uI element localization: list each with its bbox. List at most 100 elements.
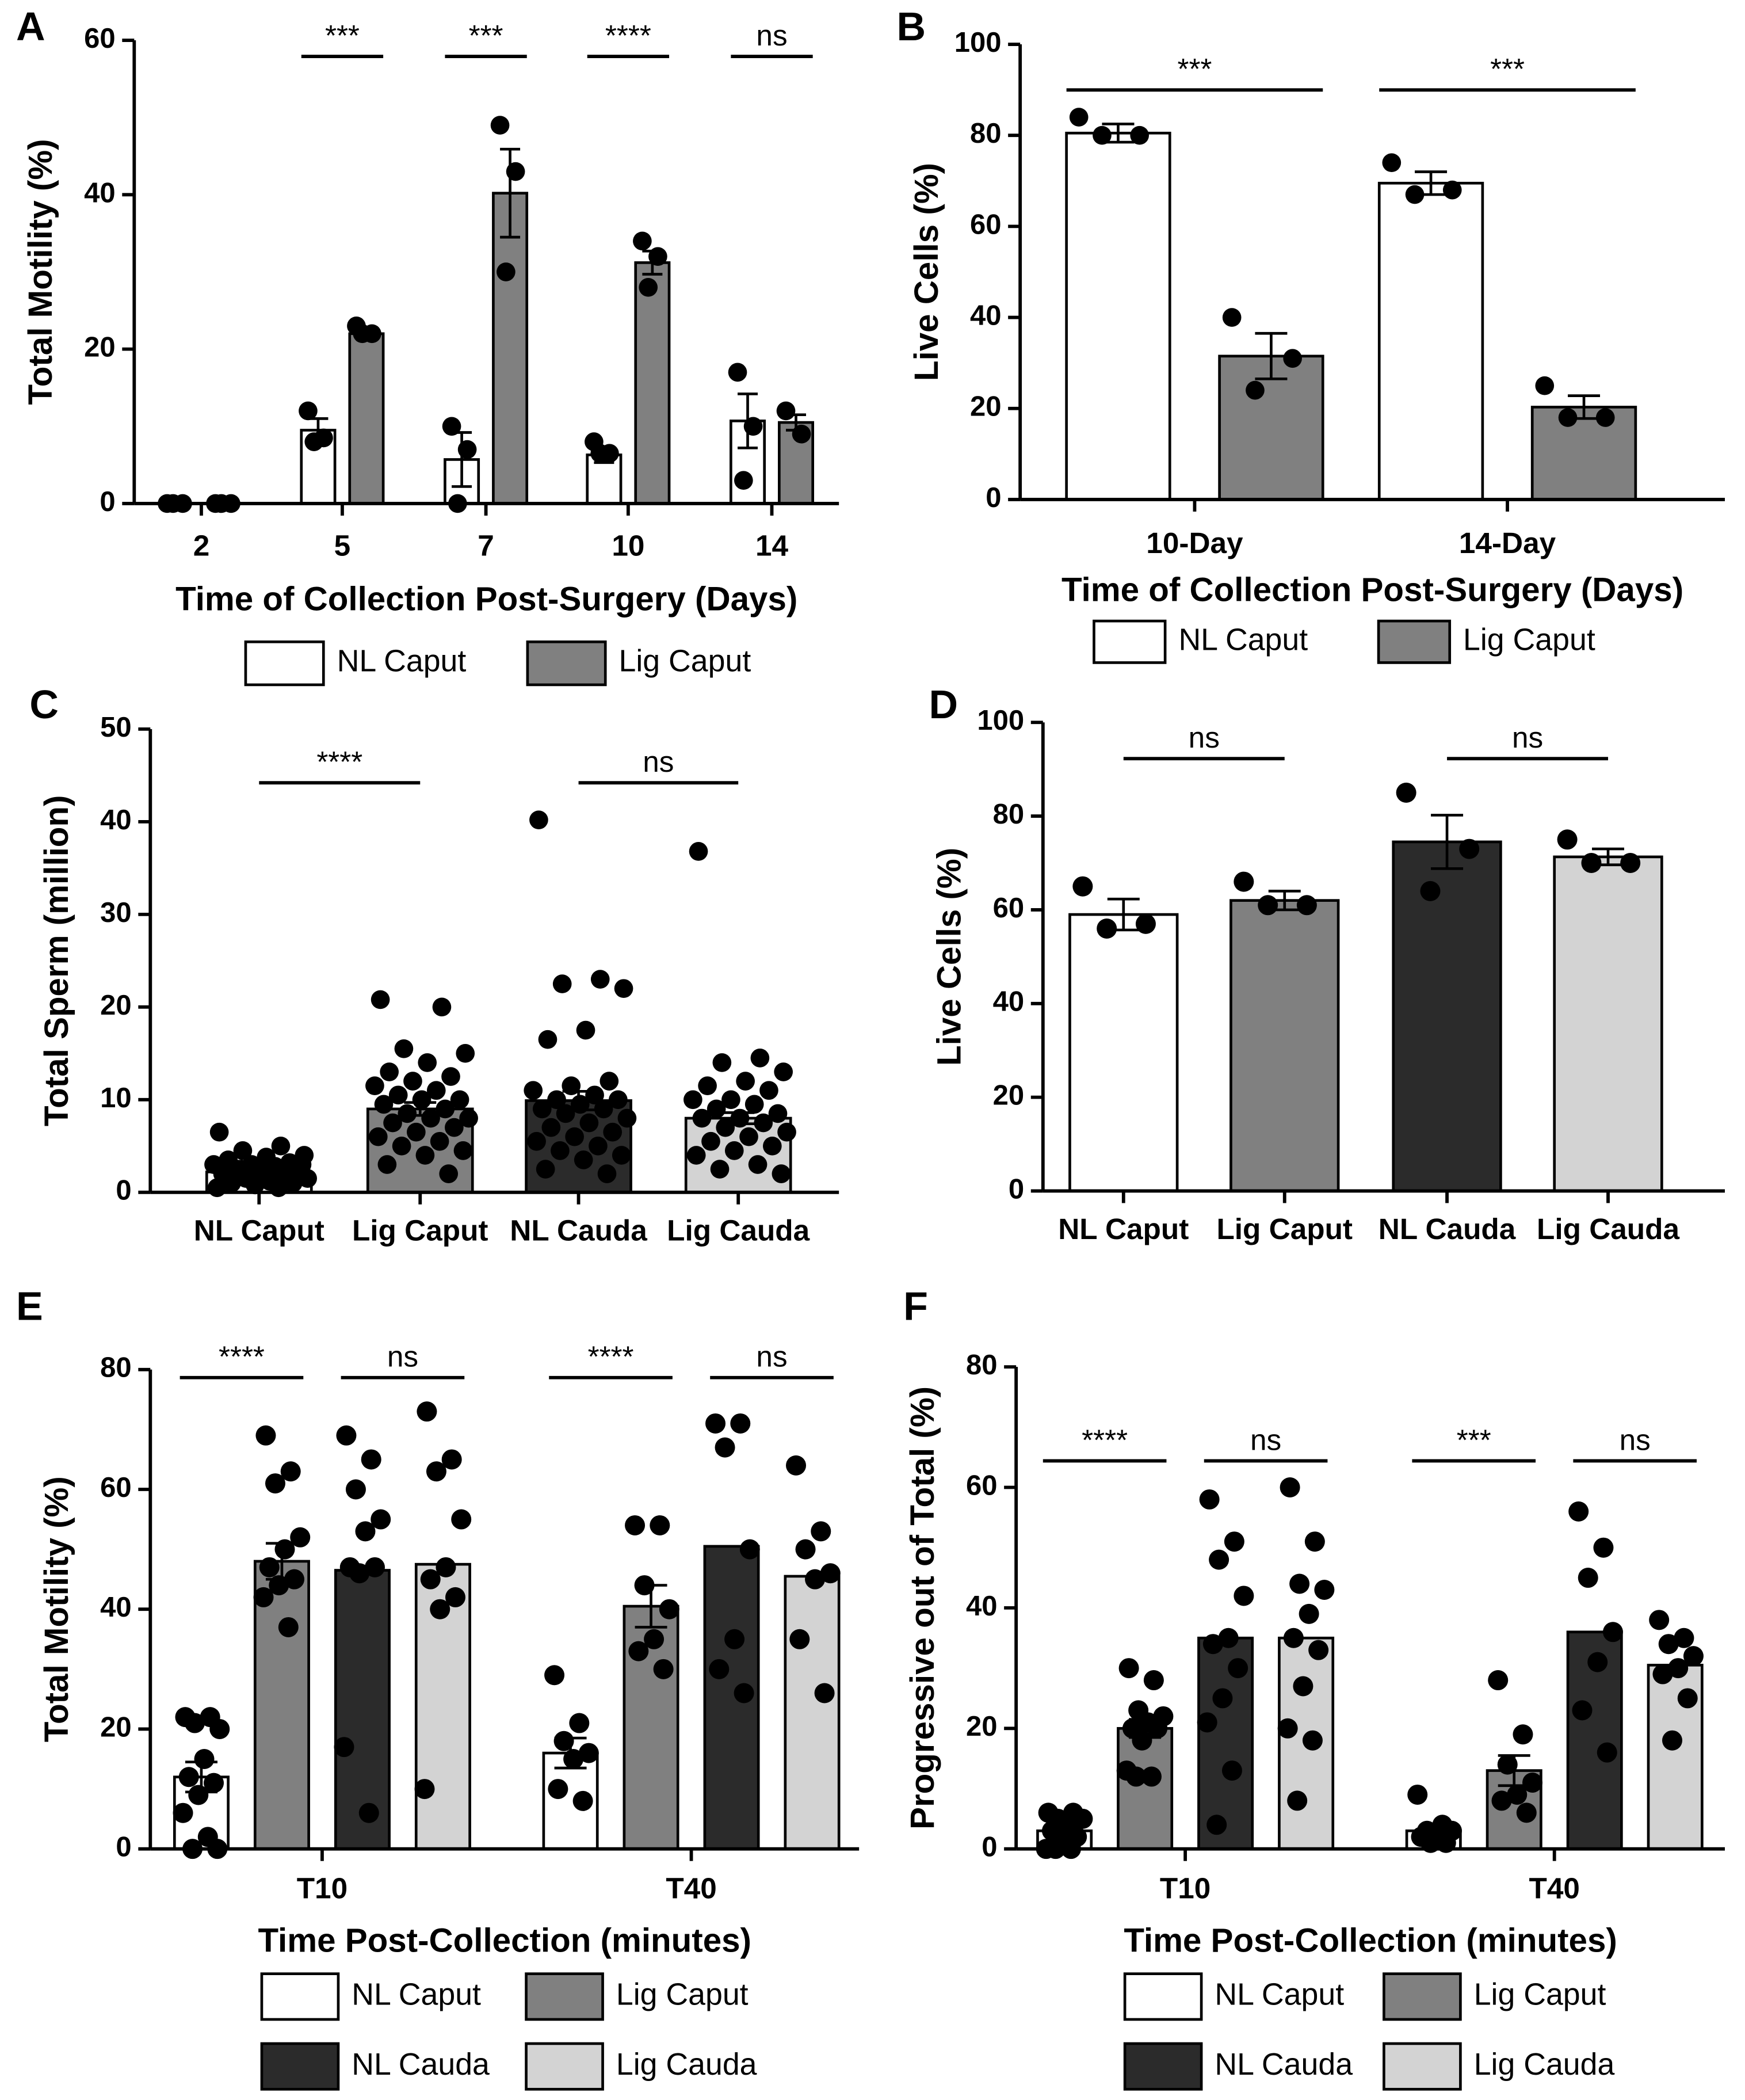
data-point — [1649, 1610, 1670, 1630]
data-point — [1289, 1573, 1310, 1594]
y-tick-label: 60 — [970, 209, 1001, 240]
data-point — [403, 1072, 422, 1091]
data-point — [1658, 1634, 1679, 1655]
data-point — [371, 990, 390, 1009]
legend-label: Lig Cauda — [616, 2047, 757, 2082]
legend-swatch — [260, 1972, 340, 2021]
x-tick-label: 10 — [612, 529, 644, 562]
data-point — [207, 1178, 227, 1198]
data-point — [1093, 125, 1112, 145]
data-point — [1246, 380, 1265, 400]
data-point — [426, 1461, 446, 1482]
data-point — [209, 1122, 229, 1142]
y-tick-label: 40 — [966, 1591, 998, 1622]
data-point — [284, 1569, 305, 1590]
legend-swatch — [526, 640, 607, 687]
data-point — [292, 1155, 312, 1174]
data-point — [541, 1118, 561, 1137]
data-point — [710, 1160, 730, 1179]
data-point — [414, 1779, 435, 1800]
y-tick-label: 40 — [993, 986, 1025, 1017]
data-point — [730, 1108, 750, 1128]
legend-label: NL Caput — [1178, 622, 1308, 657]
y-tick-label: 20 — [966, 1711, 998, 1742]
y-tick-label: 10 — [100, 1083, 132, 1114]
data-point — [614, 979, 633, 998]
panel-0: A 0 20 40 60 Total Motility (%) 2 5 7 10 14 Time of… — [16, 4, 839, 687]
data-point — [336, 1425, 357, 1446]
data-point — [1581, 853, 1602, 874]
data-point — [548, 1779, 568, 1800]
x-tick-label: NL Caput — [1058, 1213, 1189, 1245]
legend-label: NL Caput — [1215, 1977, 1344, 2011]
data-point — [572, 1790, 593, 1811]
data-point — [644, 1629, 665, 1649]
data-point — [1072, 876, 1093, 897]
data-point — [377, 1155, 397, 1174]
x-tick-label: Lig Caput — [1216, 1213, 1353, 1245]
data-point — [562, 1076, 581, 1096]
bar — [634, 261, 671, 505]
y-tick-label: 40 — [970, 300, 1001, 331]
data-point — [653, 1659, 674, 1679]
data-point — [451, 1509, 472, 1530]
data-point — [421, 1108, 440, 1128]
data-point — [1130, 125, 1149, 145]
data-point — [739, 1539, 760, 1560]
data-point — [1522, 1773, 1542, 1793]
legend-swatch — [244, 640, 325, 687]
data-point — [594, 1099, 613, 1119]
x-tick-label: 14-Day — [1459, 527, 1556, 559]
bar — [348, 332, 385, 505]
data-point — [1202, 1634, 1223, 1655]
data-point — [271, 1136, 291, 1156]
data-point — [274, 1539, 295, 1560]
data-point — [231, 1160, 250, 1179]
significance-label: *** — [1457, 1423, 1491, 1456]
significance-label: ns — [1512, 721, 1543, 754]
y-tick-label: 40 — [100, 805, 132, 836]
significance-label: *** — [325, 19, 360, 52]
data-point — [1308, 1640, 1329, 1660]
data-point — [553, 1731, 574, 1751]
data-point — [1382, 153, 1402, 172]
y-tick-label: 80 — [970, 118, 1001, 149]
data-point — [278, 1617, 299, 1637]
legend-label: NL Cauda — [1215, 2047, 1353, 2082]
data-point — [253, 1587, 274, 1607]
bar — [1377, 181, 1484, 501]
data-point — [1218, 1628, 1239, 1648]
data-point — [634, 1575, 655, 1596]
data-point — [707, 1099, 726, 1119]
data-point — [814, 1683, 835, 1703]
legend-swatch — [1377, 619, 1452, 664]
data-point — [349, 1563, 370, 1584]
data-point — [1126, 1766, 1147, 1787]
data-point — [551, 1141, 570, 1160]
data-point — [612, 1146, 631, 1165]
data-point — [744, 1095, 764, 1114]
data-point — [689, 842, 708, 861]
data-point — [456, 1044, 475, 1063]
data-point — [457, 440, 477, 459]
data-point — [705, 1413, 726, 1434]
data-point — [1568, 1501, 1589, 1522]
data-point — [750, 1049, 770, 1068]
data-point — [1293, 1676, 1313, 1697]
bar — [1530, 406, 1637, 501]
data-point — [1141, 1766, 1162, 1787]
data-point — [269, 1575, 289, 1596]
significance-label: **** — [316, 745, 362, 778]
data-point — [299, 401, 318, 421]
x-axis-label: Time Post-Collection (minutes) — [1124, 1922, 1617, 1959]
data-point — [730, 1413, 751, 1434]
error-bar — [1431, 814, 1464, 870]
y-tick-label: 20 — [993, 1080, 1025, 1111]
data-point — [759, 1081, 778, 1100]
error-bar — [500, 147, 521, 239]
data-point — [364, 1557, 385, 1577]
y-tick-label: 0 — [1009, 1173, 1024, 1205]
y-tick-label: 0 — [100, 486, 115, 517]
data-point — [407, 1122, 426, 1142]
data-point — [1072, 1808, 1093, 1829]
